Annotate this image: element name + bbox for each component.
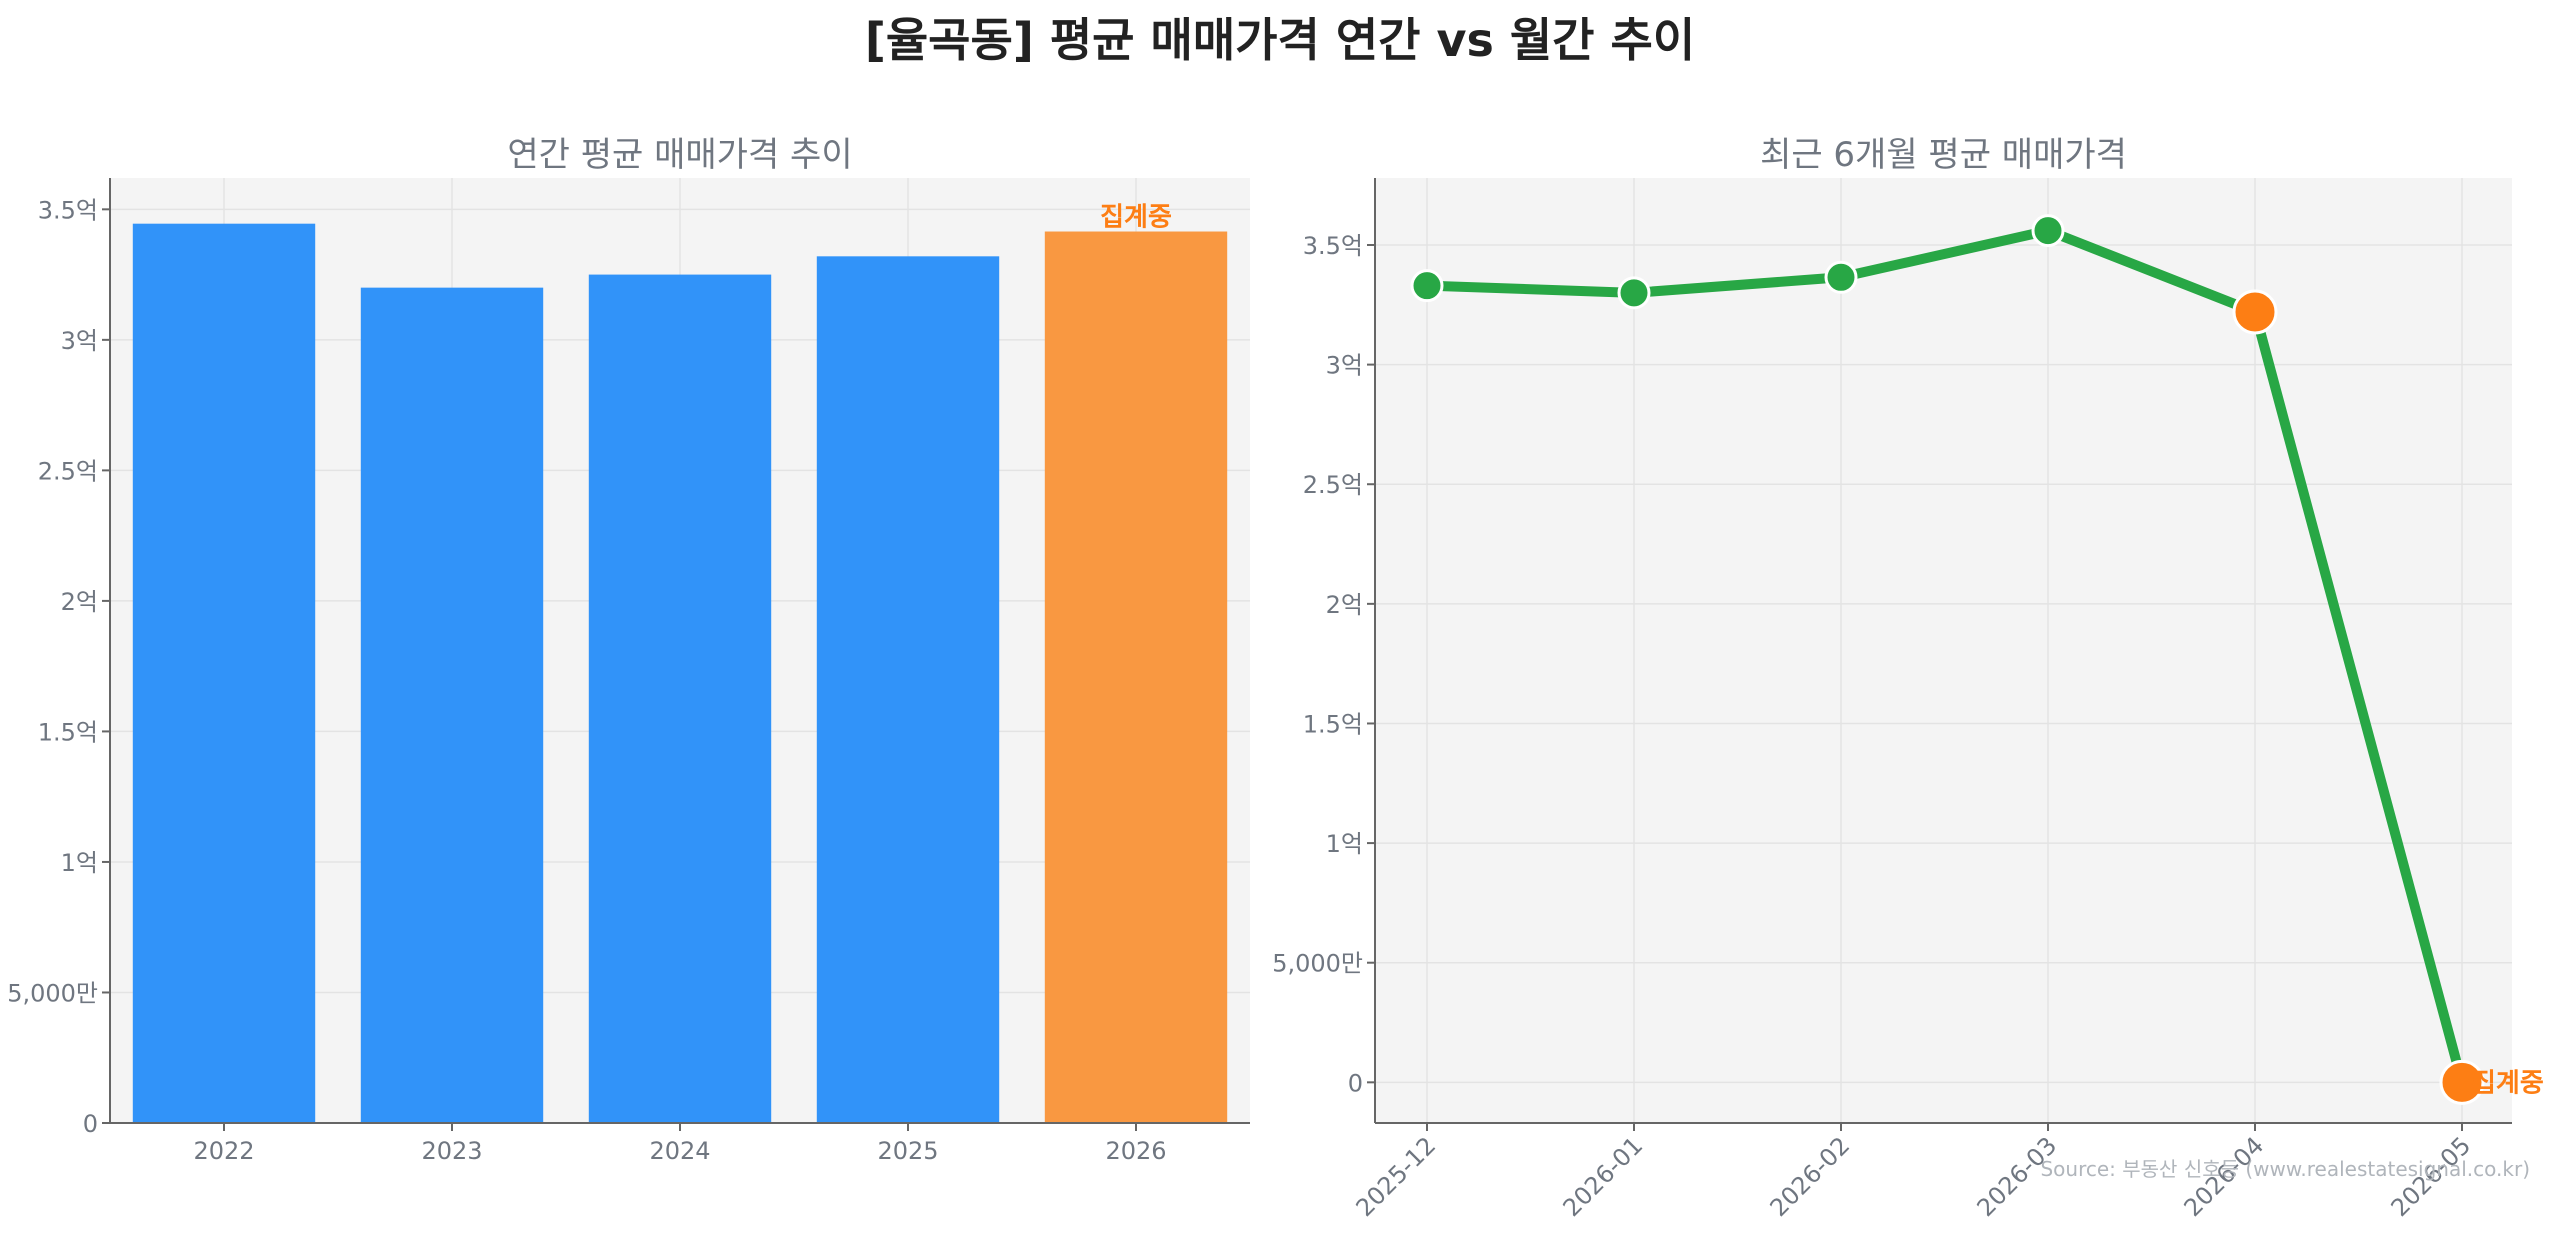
- bars: [132, 223, 1228, 1124]
- y-tick-label: 3억: [61, 327, 98, 355]
- y-tick-label: 2.5억: [38, 457, 98, 485]
- bar-2026: [1044, 231, 1228, 1123]
- x-tick-label: 2025: [877, 1137, 938, 1165]
- bar-2022: [132, 223, 316, 1123]
- in-progress-annotation: 집계중: [1100, 203, 1172, 233]
- y-tick-label: 0: [83, 1110, 98, 1138]
- main-title: [율곡동] 평균 매매가격 연간 vs 월간 추이: [864, 13, 1696, 67]
- plot-background: [1375, 178, 2512, 1123]
- y-tick-label: 1억: [1326, 830, 1363, 858]
- y-tick-label: 3억: [1326, 352, 1363, 380]
- point-2025-12: [1410, 269, 1444, 303]
- annual-chart-title: 연간 평균 매매가격 추이: [507, 135, 852, 175]
- y-tick-label: 2억: [61, 588, 98, 616]
- point-2026-01: [1617, 276, 1651, 310]
- x-tick-label: 2022: [193, 1137, 254, 1165]
- bar-2025: [816, 256, 1000, 1123]
- point-2026-02: [1824, 260, 1858, 294]
- price-line: [1426, 225, 2467, 1084]
- x-tick-label: 2024: [649, 1137, 710, 1165]
- y-tick-labels: 0 5,000만 1억 1.5억 2억 2.5억 3억 3.5억: [7, 196, 98, 1138]
- x-tick-labels: 2022 2023 2024 2025 2026: [193, 1137, 1166, 1165]
- y-tick-label: 1.5억: [38, 718, 98, 746]
- y-tick-label: 2억: [1326, 591, 1363, 619]
- point-2026-03: [2031, 214, 2065, 248]
- y-tick-label: 1.5억: [1303, 710, 1363, 738]
- source-credit: Source: 부동산 신호등 (www.realestatesignal.co…: [2040, 1157, 2530, 1181]
- axes: [102, 178, 1250, 1131]
- point-2026-04: [2232, 289, 2278, 335]
- x-tick-label: 2026: [1105, 1137, 1166, 1165]
- y-tick-label: 5,000만: [7, 979, 98, 1007]
- x-tick-label: 2026-02: [1765, 1131, 1856, 1222]
- bar-2023: [360, 287, 544, 1123]
- data-points: [1410, 214, 2485, 1105]
- x-tick-label: 2025-12: [1351, 1131, 1442, 1222]
- x-tick-label: 2026-01: [1558, 1131, 1649, 1222]
- y-tick-label: 3.5억: [1303, 232, 1363, 260]
- y-tick-label: 5,000만: [1272, 950, 1363, 978]
- y-tick-label: 1억: [61, 849, 98, 877]
- bar-2024: [588, 274, 772, 1124]
- x-tick-label: 2023: [421, 1137, 482, 1165]
- monthly-line-chart: 0 5,000만 1억 1.5억 2억 2.5억 3억 3.5억 2025-12 2026-01…: [1272, 135, 2544, 1222]
- y-tick-label: 0: [1348, 1069, 1363, 1097]
- y-tick-labels: 0 5,000만 1억 1.5억 2억 2.5억 3억 3.5억: [1272, 232, 1363, 1097]
- y-tick-label: 2.5억: [1303, 471, 1363, 499]
- gridlines: [1375, 178, 2512, 1123]
- axes: [1367, 178, 2512, 1131]
- y-tick-label: 3.5억: [38, 196, 98, 224]
- point-2026-05: [2439, 1059, 2485, 1105]
- in-progress-annotation: 집계중: [2472, 1068, 2544, 1098]
- monthly-chart-title: 최근 6개월 평균 매매가격: [1760, 135, 2127, 175]
